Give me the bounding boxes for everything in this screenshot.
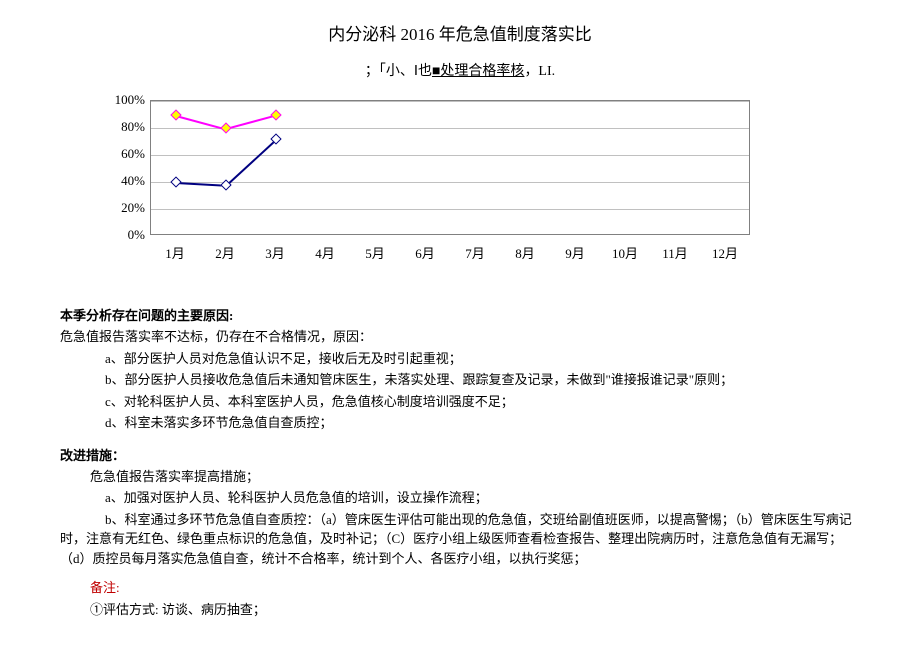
- y-axis-label: 60%: [110, 146, 145, 162]
- improve-heading: 改进措施：: [60, 445, 860, 464]
- x-axis-label: 7月: [465, 243, 485, 262]
- chart-marker: [220, 122, 231, 133]
- subtitle-prefix: ；「小、Ⅰ也: [365, 64, 432, 79]
- x-axis-label: 1月: [165, 243, 185, 262]
- gridline: [151, 182, 749, 183]
- improve-intro: 危急值报告落实率提高措施；: [60, 467, 860, 487]
- gridline: [151, 101, 749, 102]
- y-axis-label: 80%: [110, 119, 145, 135]
- chart-line: [225, 139, 276, 186]
- y-axis-label: 100%: [110, 92, 145, 108]
- note-label: 备注:: [60, 578, 860, 598]
- analysis-heading: 本季分析存在问题的主要原因:: [60, 305, 860, 324]
- x-axis-label: 12月: [712, 243, 738, 262]
- y-axis-label: 20%: [110, 200, 145, 216]
- chart-plot-area: [150, 100, 750, 235]
- page-title: 内分泌科 2016 年危急值制度落实比: [60, 20, 860, 45]
- gridline: [151, 128, 749, 129]
- y-axis-label: 40%: [110, 173, 145, 189]
- improve-item: b、科室通过多环节危急值自查质控：（a）管床医生评估可能出现的危急值，交班给副值…: [60, 510, 860, 569]
- y-axis-label: 0%: [110, 227, 145, 243]
- subtitle: ；「小、Ⅰ也■处理合格率核，LI.: [60, 60, 860, 80]
- x-axis-label: 8月: [515, 243, 535, 262]
- chart-marker: [270, 109, 281, 120]
- note-text: ①评估方式: 访谈、病历抽查；: [60, 600, 860, 620]
- gridline: [151, 209, 749, 210]
- gridline: [151, 155, 749, 156]
- x-axis-label: 9月: [565, 243, 585, 262]
- analysis-item: b、部分医护人员接收危急值后未通知管床医生，未落实处理、跟踪复查及记录，未做到"…: [60, 370, 860, 390]
- x-axis-label: 6月: [415, 243, 435, 262]
- x-axis-label: 4月: [315, 243, 335, 262]
- analysis-item: d、科室未落实多环节危急值自查质控；: [60, 413, 860, 433]
- x-axis-label: 2月: [215, 243, 235, 262]
- analysis-item: a、部分医护人员对危急值认识不足，接收后无及时引起重视；: [60, 349, 860, 369]
- analysis-item: c、对轮科医护人员、本科室医护人员，危急值核心制度培训强度不足；: [60, 392, 860, 412]
- chart-marker: [170, 176, 181, 187]
- subtitle-underline: ■处理合格率核: [432, 64, 524, 79]
- subtitle-suffix: ，LI.: [524, 64, 555, 79]
- chart-marker: [170, 109, 181, 120]
- line-chart: 0% 20% 40% 60% 80% 100% 1月 2月 3月 4月 5月 6月 7月 8月 9月 10月 1…: [90, 95, 790, 275]
- analysis-intro: 危急值报告落实率不达标，仍存在不合格情况，原因：: [60, 327, 860, 347]
- x-axis-label: 11月: [662, 243, 688, 262]
- x-axis-label: 5月: [365, 243, 385, 262]
- x-axis-label: 3月: [265, 243, 285, 262]
- x-axis-label: 10月: [612, 243, 638, 262]
- improve-item: a、加强对医护人员、轮科医护人员危急值的培训，设立操作流程；: [60, 488, 860, 508]
